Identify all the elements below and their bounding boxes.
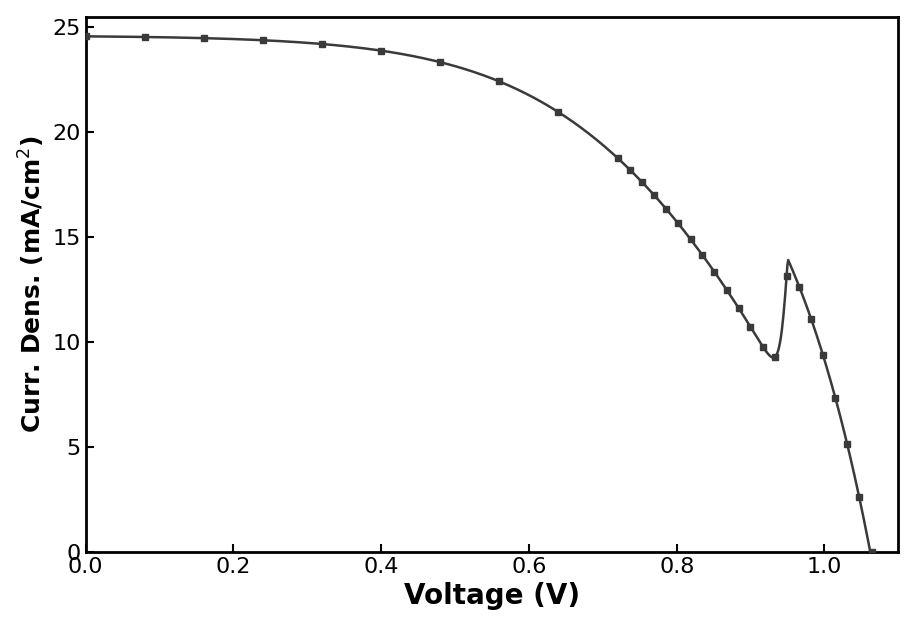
X-axis label: Voltage (V): Voltage (V) xyxy=(404,582,580,610)
Y-axis label: Curr. Dens. (mA/cm$^2$): Curr. Dens. (mA/cm$^2$) xyxy=(16,135,47,433)
